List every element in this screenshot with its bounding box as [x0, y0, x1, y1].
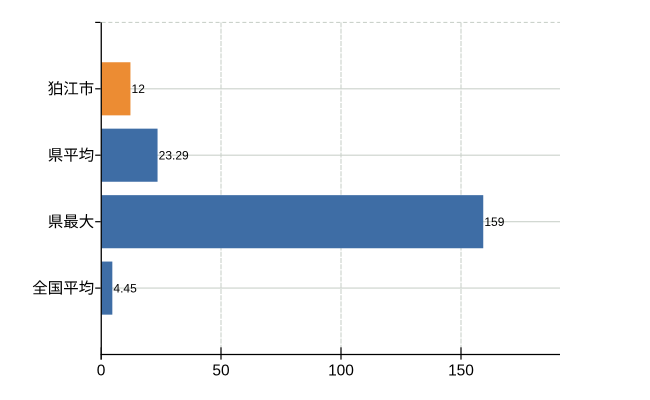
- svg-text:0: 0: [97, 362, 106, 379]
- svg-text:23.29: 23.29: [159, 148, 189, 162]
- svg-text:12: 12: [132, 82, 146, 96]
- svg-text:159: 159: [484, 215, 504, 229]
- svg-text:100: 100: [328, 362, 354, 379]
- svg-text:150: 150: [448, 362, 474, 379]
- svg-text:50: 50: [212, 362, 230, 379]
- svg-text:4.45: 4.45: [113, 281, 137, 295]
